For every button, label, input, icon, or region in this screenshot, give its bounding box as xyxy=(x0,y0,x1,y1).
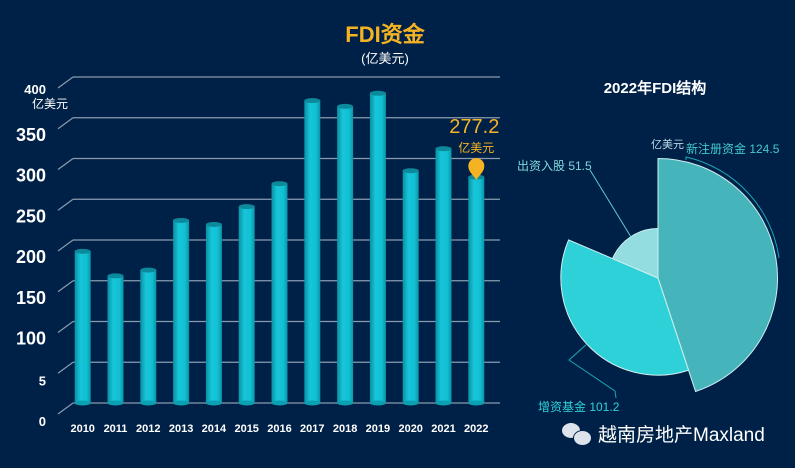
bar-top xyxy=(238,204,255,210)
bar-base xyxy=(74,400,91,406)
bar-top xyxy=(205,222,222,228)
pie-unit: 亿美元 xyxy=(651,138,684,151)
bar-top xyxy=(173,217,190,223)
wechat-icon xyxy=(562,422,592,446)
leader-line xyxy=(568,343,617,399)
bar-2017 xyxy=(304,100,321,403)
bar-2010 xyxy=(74,251,91,403)
pie-chart-title: 2022年FDI结构 xyxy=(604,79,707,97)
bar-chart-subtitle: (亿美元) xyxy=(361,51,409,66)
bar-top xyxy=(435,146,452,152)
x-tick-label: 2017 xyxy=(300,423,324,435)
bar-top xyxy=(402,168,419,174)
bar-top xyxy=(369,90,386,96)
x-tick-label: 2015 xyxy=(234,423,258,435)
bar-base xyxy=(402,400,419,406)
y-tick-label: 400 xyxy=(24,82,46,97)
bar-base xyxy=(304,400,321,406)
y-tick-label: 350 xyxy=(16,125,46,145)
bar-top xyxy=(337,103,354,109)
y-tick-label: 200 xyxy=(16,247,46,267)
grid-line-slant xyxy=(57,321,74,333)
label-arc xyxy=(685,156,780,259)
annotation-value: 277.2 xyxy=(449,116,499,138)
y-axis-unit: 亿美元 xyxy=(32,96,68,111)
slice-label: 出资入股 51.5 xyxy=(517,159,592,173)
bar-top xyxy=(271,181,288,187)
grid-line-slant xyxy=(57,198,74,211)
bar-base xyxy=(435,400,452,406)
bar-2021 xyxy=(435,148,452,403)
bar-base xyxy=(205,400,222,406)
grid-line-slant xyxy=(57,117,74,130)
bar-2013 xyxy=(173,220,190,403)
bar-top xyxy=(107,273,124,279)
slice-label: 新注册资金 124.5 xyxy=(686,141,780,156)
bar-top xyxy=(74,248,91,254)
bar-chart-title: FDI资金 xyxy=(345,22,425,47)
y-tick-label: 300 xyxy=(16,166,46,186)
y-tick-label: 250 xyxy=(16,206,46,226)
grid-line-slant xyxy=(57,76,74,89)
bar-2012 xyxy=(140,270,157,403)
bar-base xyxy=(337,400,354,406)
bar-2014 xyxy=(205,224,222,403)
annotation-unit: 亿美元 xyxy=(458,140,494,155)
pie-slice-0 xyxy=(657,157,779,393)
bar-2015 xyxy=(238,206,255,403)
x-tick-label: 2021 xyxy=(431,423,455,435)
bar-base xyxy=(173,400,190,406)
bar-base xyxy=(238,400,255,406)
x-tick-label: 2010 xyxy=(70,423,94,435)
bar-base xyxy=(140,400,157,406)
y-tick-label: 100 xyxy=(16,329,46,349)
pie-slice-1 xyxy=(560,239,690,376)
bar-2018 xyxy=(337,106,354,403)
bar-2016 xyxy=(271,183,288,403)
bar-2022 xyxy=(468,177,485,403)
bar-base xyxy=(271,400,288,406)
marker-pin-icon xyxy=(468,158,485,180)
bar-base xyxy=(107,400,124,406)
watermark-text: 越南房地产Maxland xyxy=(598,425,765,446)
x-tick-label: 2018 xyxy=(333,423,357,435)
leader-line xyxy=(589,169,632,238)
watermark: 越南房地产Maxland xyxy=(562,420,765,447)
bar-2019 xyxy=(369,93,386,404)
grid-line-slant xyxy=(57,361,74,374)
x-tick-label: 2014 xyxy=(202,423,227,435)
bar-2020 xyxy=(402,170,419,403)
grid-line-slant xyxy=(57,158,74,170)
x-tick-label: 2020 xyxy=(398,423,422,435)
x-tick-label: 2019 xyxy=(366,423,390,435)
y-tick-label: 150 xyxy=(16,288,46,308)
x-tick-label: 2013 xyxy=(169,423,193,435)
bar-2011 xyxy=(107,275,124,403)
x-tick-label: 2022 xyxy=(464,423,488,435)
bar-top xyxy=(140,267,157,273)
x-tick-label: 2012 xyxy=(136,423,160,435)
grid-line-slant xyxy=(57,280,74,293)
grid-line-slant xyxy=(57,239,74,252)
x-tick-label: 2016 xyxy=(267,423,291,435)
y-tick-label: 0 xyxy=(39,414,46,429)
bar-top xyxy=(304,98,321,104)
x-tick-label: 2011 xyxy=(104,423,128,435)
slice-label: 增资基金 101.2 xyxy=(538,399,620,414)
grid-line-slant xyxy=(57,402,74,415)
y-tick-label: 5 xyxy=(39,373,46,388)
bar-base xyxy=(468,400,485,406)
bar-base xyxy=(369,400,386,406)
